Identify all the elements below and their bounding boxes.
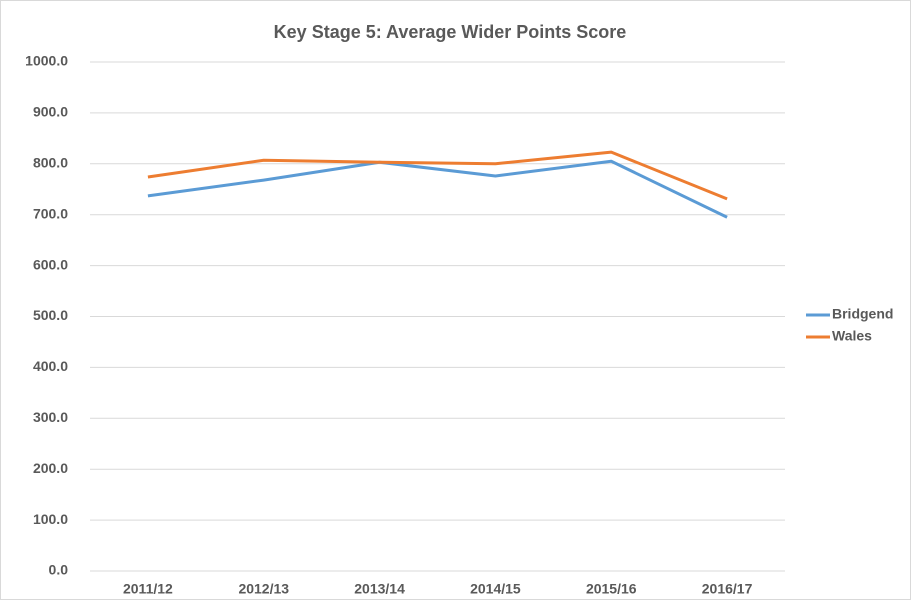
- series-line: [147, 159, 728, 219]
- y-tick-label: 200.0: [33, 460, 68, 476]
- y-tick-label: 300.0: [33, 409, 68, 425]
- x-tick-label: 2016/17: [702, 581, 753, 597]
- legend-label: Bridgend: [832, 306, 893, 322]
- series-line: [147, 150, 728, 201]
- y-tick-label: 0.0: [49, 562, 69, 578]
- y-tick-label: 900.0: [33, 104, 68, 120]
- x-tick-label: 2014/15: [470, 581, 521, 597]
- y-tick-label: 800.0: [33, 155, 68, 171]
- y-tick-label: 100.0: [33, 511, 68, 527]
- x-tick-label: 2011/12: [123, 581, 173, 597]
- y-tick-label: 500.0: [33, 307, 68, 323]
- y-tick-label: 700.0: [33, 205, 68, 221]
- y-tick-label: 1000.0: [25, 53, 68, 69]
- y-tick-label: 600.0: [33, 256, 68, 272]
- x-tick-label: 2012/13: [238, 581, 289, 597]
- x-tick-label: 2013/14: [354, 581, 405, 597]
- x-tick-label: 2015/16: [586, 581, 637, 597]
- chart-title: Key Stage 5: Average Wider Points Score: [274, 22, 627, 42]
- legend-label: Wales: [832, 328, 872, 344]
- y-tick-label: 400.0: [33, 358, 68, 374]
